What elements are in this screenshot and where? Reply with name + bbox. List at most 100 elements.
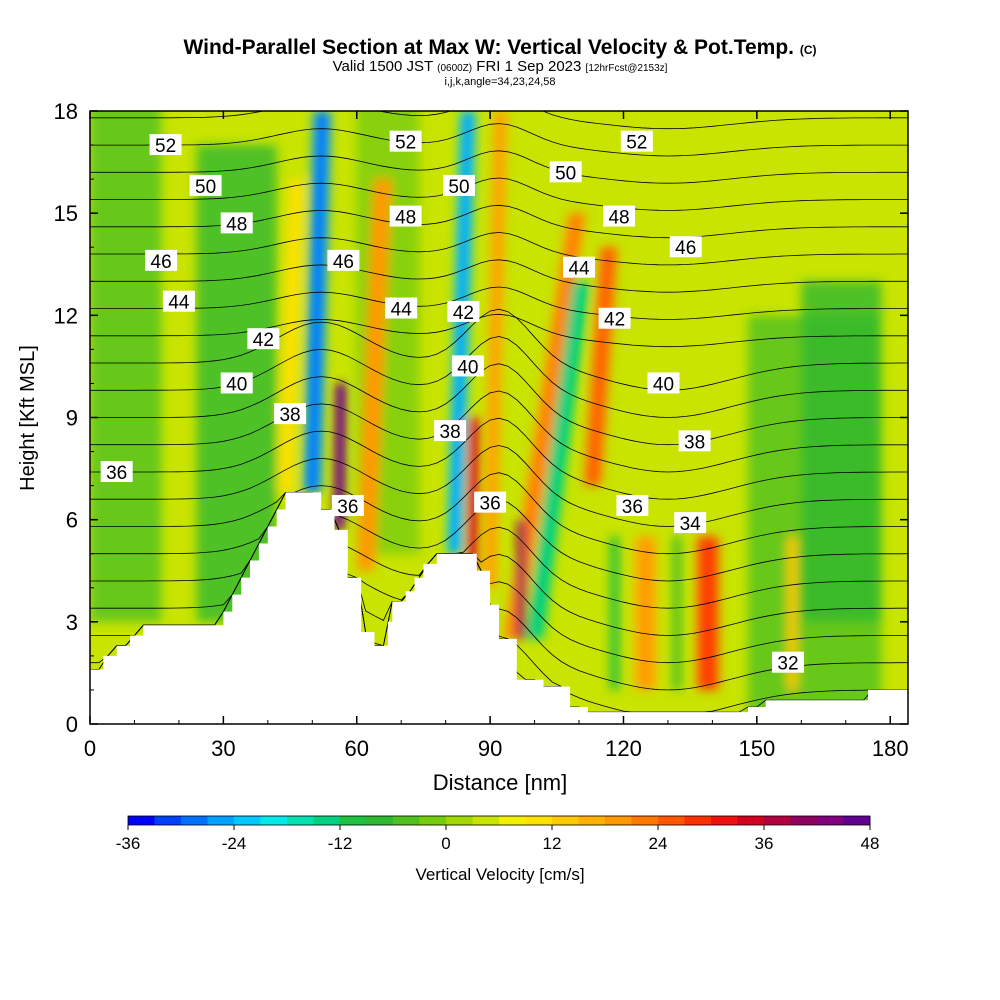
colorbar-swatch (764, 816, 791, 825)
colorbar-swatch (446, 816, 473, 825)
contour-label-text: 52 (626, 133, 647, 154)
isentrope-46 (90, 313, 908, 348)
contour-label-text: 38 (684, 432, 705, 453)
isentrope-35 (90, 492, 908, 664)
colorbar: -36 -24 -12 0 12 24 36 48 (116, 815, 880, 853)
contour-label-text: 38 (440, 422, 461, 443)
isentrope-49 (90, 232, 908, 266)
contour-label-bg (149, 134, 182, 156)
contour-label: 48 (603, 205, 636, 229)
velocity-feature-15 (788, 536, 797, 690)
contour-label-bg (771, 651, 804, 673)
y-tick-label: 18 (54, 99, 78, 124)
colorbar-swatch (366, 816, 394, 825)
isentrope-45 (90, 308, 908, 391)
colorbar-swatch (313, 816, 341, 825)
contour-label-text: 48 (226, 214, 247, 235)
contour-label-bg (434, 420, 467, 442)
colorbar-swatch (658, 816, 685, 825)
colorbar-swatch (552, 816, 579, 825)
contour-label-text: 52 (395, 133, 416, 154)
velocity-core-2 (361, 179, 388, 571)
colorbar-tick-label: -36 (116, 834, 141, 853)
colorbar-tick-label: 48 (861, 834, 880, 853)
x-tick-label: 120 (605, 736, 642, 761)
contour-label-bg (274, 403, 307, 425)
contour-label-text: 50 (555, 163, 576, 184)
colorbar-swatch (578, 816, 606, 825)
contour-label-text: 50 (195, 177, 216, 198)
contour-label-bg (474, 491, 507, 513)
contour-label-bg (331, 495, 364, 517)
contour-label-bg (674, 512, 707, 534)
contour-label: 46 (669, 236, 702, 259)
contour-label-text: 40 (226, 374, 247, 395)
colorbar-tick-label: 24 (649, 834, 668, 853)
contour-label-bg (447, 300, 480, 322)
contour-label: 38 (434, 420, 467, 443)
colorbar-tick-label: -24 (222, 834, 247, 853)
isentrope-51 (90, 177, 908, 211)
contour-label-bg (162, 290, 195, 312)
isentrope-37 (90, 492, 908, 609)
contour-label: 38 (678, 430, 711, 453)
colorbar-swatch (605, 816, 632, 825)
contour-label: 36 (100, 460, 133, 484)
contour-label-text: 34 (680, 514, 702, 535)
contour-label: 42 (598, 307, 631, 331)
contour-label-text: 50 (448, 177, 469, 198)
velocity-core-8 (519, 519, 524, 639)
copyright-mark: (C) (799, 43, 817, 57)
colorbar-swatch (843, 816, 871, 825)
velocity-core-0 (307, 111, 327, 493)
contour-label-text: 40 (653, 374, 674, 395)
contour-label-bg (100, 460, 133, 482)
contour-label: 34 (674, 512, 707, 535)
colorbar-swatch (472, 816, 500, 825)
colorbar-swatch (154, 816, 182, 825)
contour-label-text: 44 (568, 259, 590, 280)
contour-label-text: 36 (480, 494, 501, 515)
velocity-core-1 (336, 383, 344, 530)
params-subtitle: i,j,k,angle=34,23,24,58 (444, 76, 556, 88)
colorbar-tick-label: 12 (543, 834, 562, 853)
velocity-core-5 (469, 417, 478, 571)
contour-label: 40 (451, 355, 484, 378)
contour-label: 44 (385, 297, 418, 321)
contour-label-text: 36 (337, 497, 358, 518)
y-axis-label: Height [Kft MSL] (17, 345, 39, 491)
isentrope-47 (90, 286, 908, 320)
colorbar-tick-label: -12 (328, 834, 353, 853)
x-tick-label: 0 (84, 736, 96, 761)
contour-labels: 52 50 48 46 44 42 40 38 36 52 48 46 44 42 40 38 50 36 36 52… (100, 130, 804, 675)
contour-label-text: 36 (106, 463, 127, 484)
field-region (90, 111, 162, 622)
colorbar-swatch (684, 816, 712, 825)
contour-label-text: 42 (253, 330, 274, 351)
x-tick-label: 150 (738, 736, 775, 761)
contour-label: 50 (549, 161, 582, 184)
contour-label-bg (563, 256, 596, 278)
isentrope-54 (90, 111, 908, 130)
isentrope-53 (90, 123, 908, 157)
y-tick-label: 12 (54, 303, 78, 328)
contour-label: 44 (162, 290, 195, 314)
velocity-feature-14 (672, 536, 682, 690)
x-tick-label: 30 (211, 736, 235, 761)
colorbar-swatch (260, 816, 288, 825)
colorbar-swatch (631, 816, 659, 825)
velocity-core-12 (702, 536, 714, 690)
isentrope-52 (90, 150, 908, 184)
contour-label: 40 (220, 372, 253, 395)
contour-label-bg (616, 495, 649, 517)
contour-label-text: 44 (391, 300, 413, 321)
isentrope-40 (90, 445, 908, 527)
colorbar-tick-label: 36 (755, 834, 774, 853)
colorbar-tick-label: 0 (441, 834, 450, 853)
contour-label-bg (220, 372, 253, 394)
contour-label: 32 (771, 651, 804, 675)
contour-label: 40 (647, 372, 680, 395)
contour-label-text: 48 (395, 208, 416, 229)
colorbar-swatch (181, 816, 208, 825)
